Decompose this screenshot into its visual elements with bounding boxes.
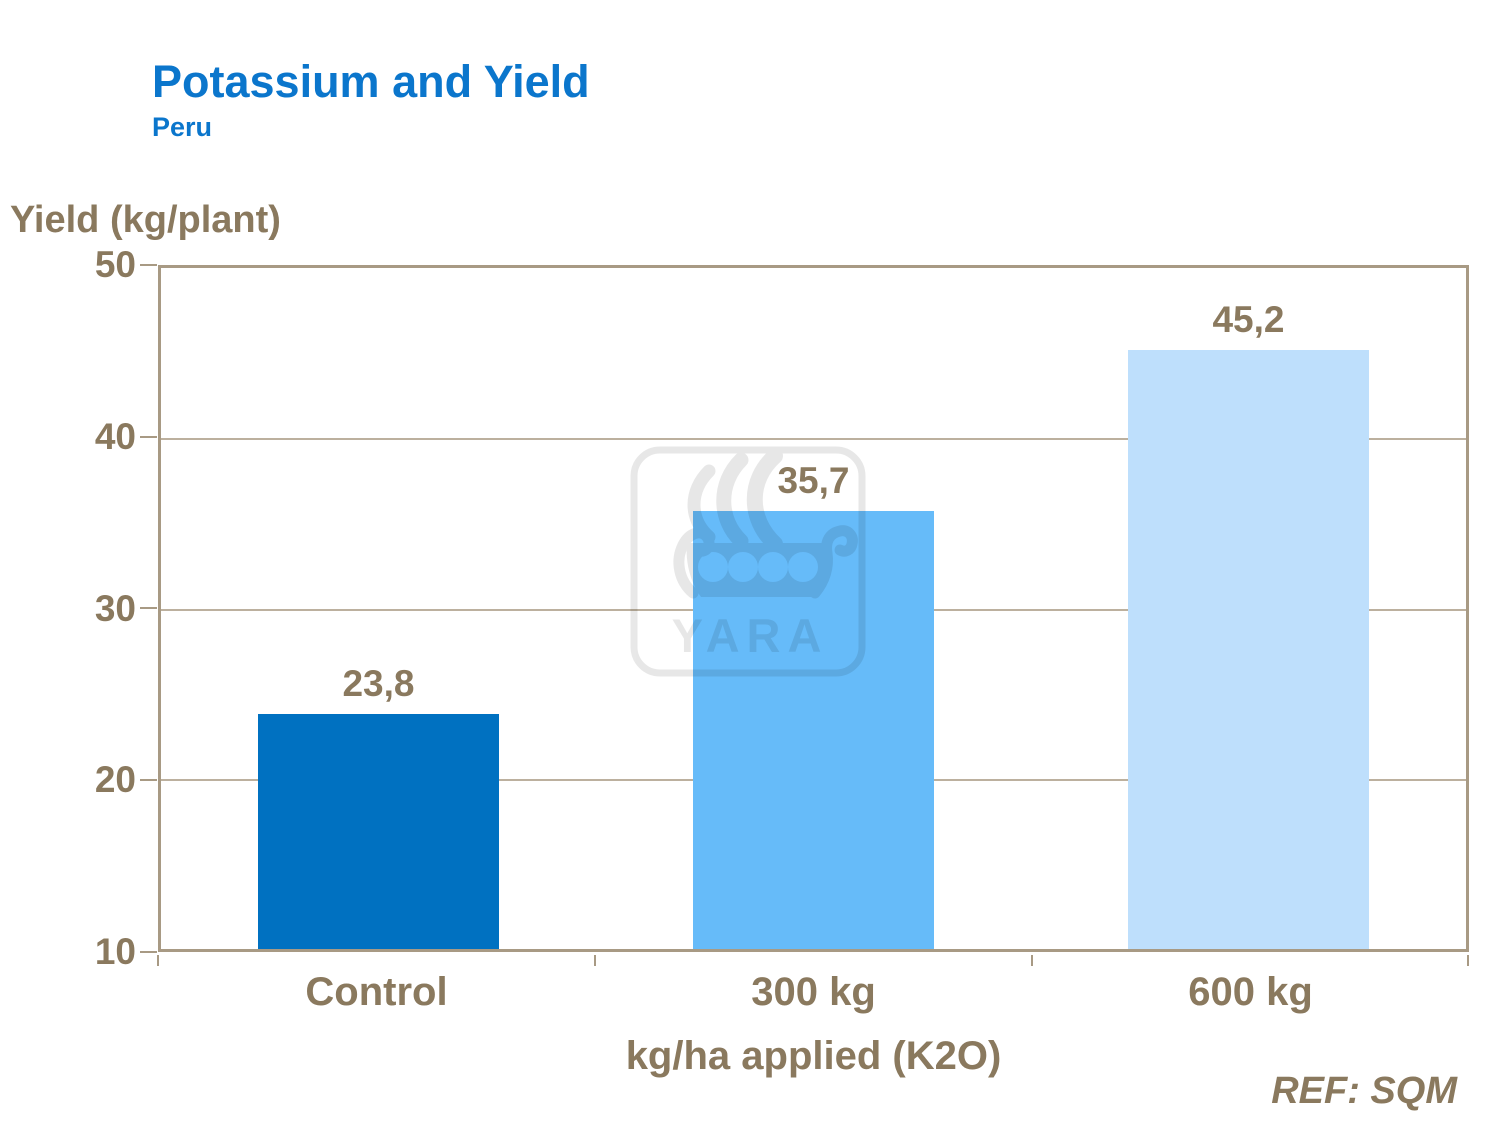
bar-slot-300kg: 35,7 bbox=[596, 268, 1031, 949]
y-tick-label-20: 20 bbox=[94, 759, 136, 800]
x-category-control: Control bbox=[305, 970, 448, 1014]
bar-600kg bbox=[1128, 349, 1369, 949]
y-tick-label-50: 50 bbox=[94, 244, 136, 285]
reference-label: REF: SQM bbox=[1271, 1070, 1457, 1112]
watermark-text: YARA bbox=[672, 609, 829, 662]
x-category-labels: Control 300 kg 600 kg bbox=[158, 970, 1469, 1015]
plot-area: 23,8 35,7 45,2 bbox=[158, 265, 1469, 952]
y-tick-label-10: 10 bbox=[94, 931, 136, 972]
y-tick-mark bbox=[140, 779, 157, 781]
y-tick-label-40: 40 bbox=[94, 416, 136, 457]
viking-ship-icon: YARA bbox=[630, 446, 866, 677]
bar-value-label: 35,7 bbox=[777, 460, 850, 502]
y-tick-mark bbox=[140, 264, 157, 266]
y-tick-mark bbox=[140, 436, 157, 438]
bar-control bbox=[258, 714, 499, 949]
bar-value-label: 23,8 bbox=[342, 663, 415, 705]
bar-slot-600kg: 45,2 bbox=[1031, 268, 1466, 949]
y-tick-mark bbox=[140, 951, 157, 953]
x-category-600kg: 600 kg bbox=[1188, 970, 1313, 1014]
y-tick-label-30: 30 bbox=[94, 588, 136, 629]
yara-logo-watermark: YARA bbox=[630, 446, 866, 677]
chart-subtitle: Peru bbox=[152, 112, 213, 142]
x-tick-mark bbox=[157, 955, 159, 966]
x-tick-mark bbox=[1467, 955, 1469, 966]
bars-row: 23,8 35,7 45,2 bbox=[161, 268, 1466, 949]
bar-value-label: 45,2 bbox=[1212, 298, 1285, 340]
x-tick-mark bbox=[1031, 955, 1033, 966]
chart-title: Potassium and Yield bbox=[152, 56, 590, 107]
y-axis-title: Yield (kg/plant) bbox=[10, 199, 281, 241]
bar-slot-control: 23,8 bbox=[161, 268, 596, 949]
x-axis-title: kg/ha applied (K2O) bbox=[625, 1034, 1002, 1078]
x-tick-mark bbox=[594, 955, 596, 966]
x-category-300kg: 300 kg bbox=[751, 970, 876, 1014]
y-tick-mark bbox=[140, 607, 157, 609]
bar-300kg bbox=[693, 511, 934, 949]
gridline-40 bbox=[161, 438, 1466, 441]
